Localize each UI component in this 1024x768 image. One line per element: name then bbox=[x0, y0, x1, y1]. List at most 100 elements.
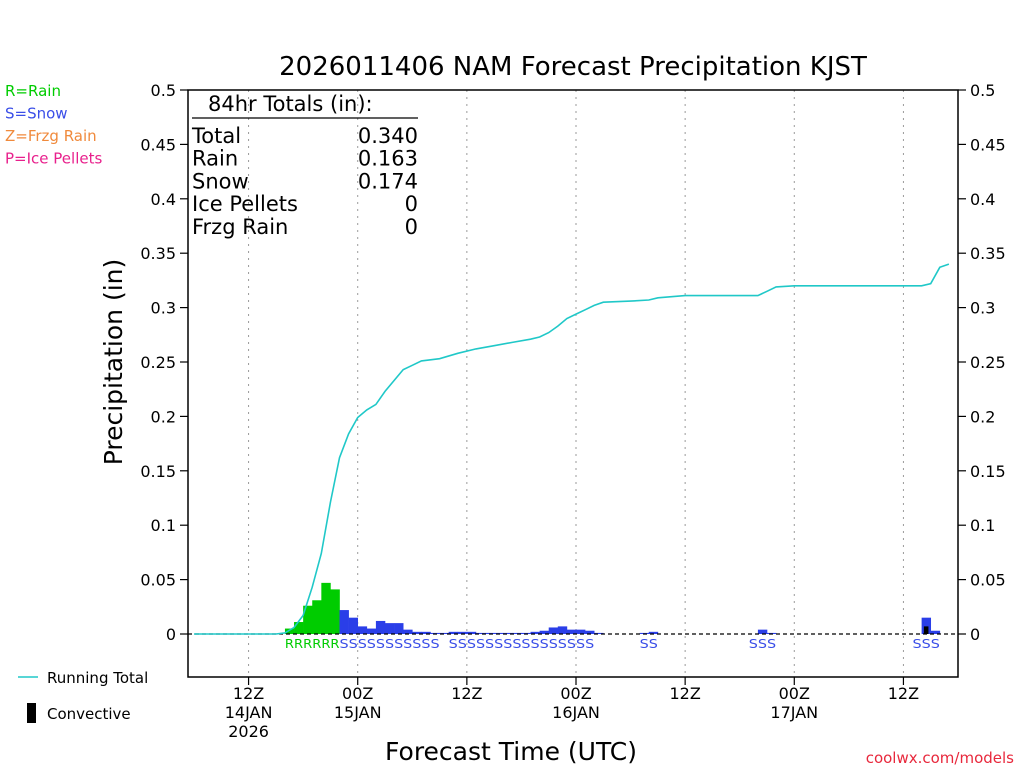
snow-bar bbox=[357, 626, 368, 634]
snow-bar bbox=[394, 623, 404, 634]
totals-row-value: 0 bbox=[405, 215, 418, 239]
x-tick-label: 00Z bbox=[779, 684, 810, 703]
snow-bar bbox=[448, 631, 459, 634]
grid-lines bbox=[248, 90, 904, 677]
snow-bar bbox=[930, 630, 941, 634]
precip-type-label: RRRRRR bbox=[285, 637, 340, 651]
rain-bar bbox=[294, 622, 304, 634]
credit-text: coolwx.com/models bbox=[866, 749, 1014, 767]
convective-legend-label: Convective bbox=[47, 705, 131, 723]
totals-row-label: Frzg Rain bbox=[192, 215, 288, 239]
plot-frame bbox=[187, 89, 959, 678]
precip-type-label: SSSSSSSSSSS bbox=[340, 637, 440, 651]
x-tick-label: 12Z bbox=[888, 684, 919, 703]
precip-type-label: SSS bbox=[749, 637, 776, 651]
y-tick-label: 0.5 bbox=[151, 81, 176, 100]
totals-row-label: Ice Pellets bbox=[192, 192, 298, 216]
totals-row-label: Snow bbox=[192, 169, 249, 193]
snow-bar bbox=[648, 631, 659, 634]
convective-legend-swatch bbox=[27, 703, 36, 723]
y-axis-label: Precipitation (in) bbox=[99, 259, 128, 466]
rain-bar bbox=[330, 589, 340, 634]
y-tick-label-right: 0.4 bbox=[970, 190, 995, 209]
x-tick-label: 16JAN bbox=[552, 703, 600, 722]
y-tick-label-right: 0.25 bbox=[970, 353, 1006, 372]
snow-bar bbox=[594, 632, 604, 634]
x-tick-label: 00Z bbox=[342, 684, 373, 703]
snow-bar bbox=[576, 629, 586, 634]
x-tick-label: 2026 bbox=[228, 722, 269, 741]
chart-title: 2026011406 NAM Forecast Precipitation KJ… bbox=[279, 52, 867, 82]
snow-bar bbox=[421, 631, 431, 634]
y-tick-label-right: 0 bbox=[970, 625, 980, 644]
snow-bar bbox=[457, 631, 468, 634]
y-tick-label: 0.4 bbox=[151, 190, 176, 209]
snow-bar bbox=[503, 632, 513, 634]
snow-bar bbox=[375, 620, 386, 634]
y-tick-label: 0.35 bbox=[140, 244, 176, 263]
x-tick-label: 12Z bbox=[451, 684, 482, 703]
type-legend-entry: P=Ice Pellets bbox=[5, 150, 102, 168]
snow-bar bbox=[557, 626, 568, 634]
y-tick-label-right: 0.5 bbox=[970, 81, 995, 100]
y-tick-label: 0.3 bbox=[151, 299, 176, 318]
x-tick-label: 00Z bbox=[560, 684, 591, 703]
precip-type-label: SSSSSSSSSSSSSSSS bbox=[449, 637, 595, 651]
precip-type-label: SS bbox=[640, 637, 658, 651]
x-tick-label: 12Z bbox=[669, 684, 700, 703]
y-tick-label: 0.25 bbox=[140, 353, 176, 372]
running-total-legend-label: Running Total bbox=[47, 669, 148, 687]
precip-type-label: SSS bbox=[913, 637, 940, 651]
x-tick-label: 17JAN bbox=[770, 703, 818, 722]
precip-type-labels: RRRRRR SSSSSSSSSSS SSSSSSSSSSSSSSSS SS SSS SS… bbox=[285, 637, 940, 651]
y-tick-label: 0.05 bbox=[140, 571, 176, 590]
y-tick-label: 0 bbox=[166, 625, 176, 644]
totals-box: 84hr Totals (in): Total 0.340 Rain 0.163 Sno… bbox=[191, 92, 418, 239]
snow-bar bbox=[339, 610, 349, 634]
snow-bar bbox=[757, 629, 768, 634]
snow-bar bbox=[385, 623, 395, 634]
y-tick-label-right: 0.05 bbox=[970, 571, 1006, 590]
type-legend-entry: Z=Frzg Rain bbox=[5, 127, 97, 145]
y-tick-label-right: 0.45 bbox=[970, 135, 1006, 154]
snow-bar bbox=[466, 631, 477, 634]
y-tick-label: 0.2 bbox=[151, 407, 176, 426]
precip-bars bbox=[284, 582, 941, 634]
snow-bar bbox=[412, 631, 422, 634]
convective-bar bbox=[923, 626, 929, 634]
snow-bar bbox=[439, 632, 449, 634]
snow-bar bbox=[566, 629, 577, 634]
totals-header: 84hr Totals (in): bbox=[208, 92, 373, 116]
precip-type-legend: R=Rain S=Snow Z=Frzg Rain P=Ice Pellets bbox=[5, 82, 102, 168]
rain-bar bbox=[284, 628, 295, 634]
y-tick-label: 0.15 bbox=[140, 462, 176, 481]
y-tick-label-right: 0.15 bbox=[970, 462, 1006, 481]
totals-row-value: 0.340 bbox=[358, 124, 418, 148]
rain-bar bbox=[312, 600, 322, 634]
y-axis-left: 0 0.05 0.1 0.15 0.2 0.25 0.3 0.35 0.4 0.45 0.5 bbox=[140, 81, 188, 644]
totals-row-label: Rain bbox=[192, 147, 238, 171]
totals-row-value: 0 bbox=[405, 192, 418, 216]
snow-bar bbox=[585, 630, 595, 634]
snow-bar bbox=[475, 632, 486, 634]
series-legend: Running Total Convective bbox=[18, 669, 148, 723]
totals-row-value: 0.163 bbox=[358, 147, 418, 171]
snow-bar bbox=[403, 629, 413, 634]
snow-bar bbox=[921, 617, 932, 634]
snow-bar bbox=[348, 617, 359, 634]
snow-bar bbox=[366, 628, 377, 634]
snow-bar bbox=[530, 631, 540, 634]
snow-bar bbox=[539, 630, 550, 634]
running-total-line bbox=[194, 263, 950, 635]
rain-bar bbox=[303, 605, 313, 634]
type-legend-entry: S=Snow bbox=[5, 105, 68, 123]
rain-bar bbox=[321, 582, 331, 634]
snow-bar bbox=[548, 627, 559, 634]
y-axis-right: 0 0.05 0.1 0.15 0.2 0.25 0.3 0.35 0.4 0.45 0.5 bbox=[958, 81, 1006, 644]
y-tick-label-right: 0.35 bbox=[970, 244, 1006, 263]
x-tick-label: 15JAN bbox=[334, 703, 382, 722]
x-tick-label: 12Z bbox=[233, 684, 264, 703]
totals-row-value: 0.174 bbox=[358, 169, 418, 193]
